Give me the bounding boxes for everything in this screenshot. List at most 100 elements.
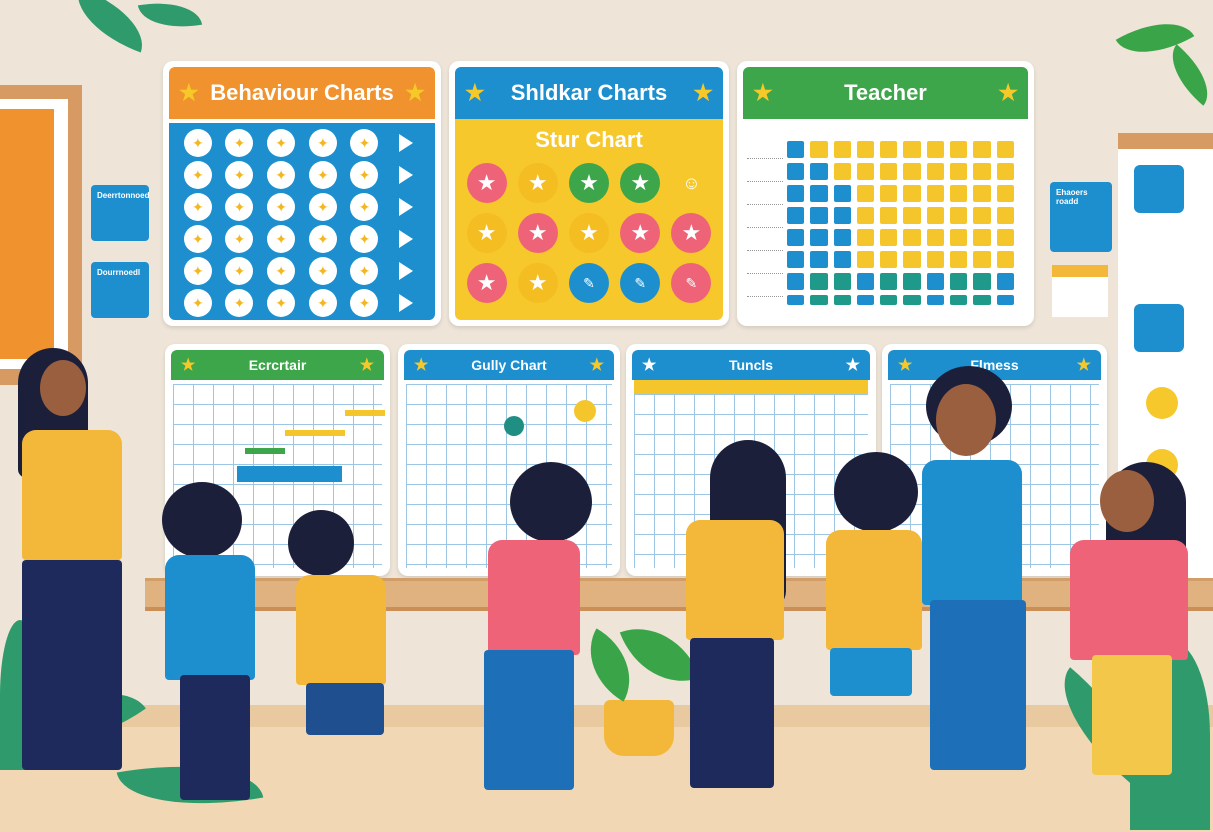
doodle-sticker: ✎ — [568, 263, 609, 303]
star-icon: ★ — [179, 80, 199, 105]
grid-square — [973, 141, 991, 158]
star-sticker: ★ — [620, 163, 661, 203]
grid-square — [996, 273, 1014, 290]
grid-square — [973, 295, 991, 305]
header-strip — [634, 380, 868, 394]
grid-square — [903, 185, 921, 202]
note-label: Deerrtonnoed — [97, 191, 150, 200]
grid-square — [996, 185, 1014, 202]
star-icon: ★ — [845, 357, 860, 374]
poster-title: Gully Chart — [471, 357, 547, 373]
grid-square — [996, 163, 1014, 180]
sticker-icon: ✦ — [308, 161, 337, 189]
star-icon: ★ — [359, 357, 374, 374]
poster-banner: ★ Tuncls ★ — [632, 350, 870, 380]
grid-square — [880, 207, 898, 224]
grid-square — [810, 229, 828, 246]
grid-square — [856, 163, 875, 180]
grid-square — [810, 207, 828, 224]
star-sticker: ★ — [671, 213, 712, 253]
grid-square — [856, 207, 875, 224]
star-icon: ★ — [998, 80, 1018, 105]
grid-square — [833, 207, 851, 224]
grid-square — [856, 141, 875, 158]
grid-square — [787, 295, 805, 305]
grid-square — [856, 251, 875, 268]
arrow-icon — [399, 198, 414, 216]
grid-square — [950, 185, 968, 202]
star-sticker: ★ — [620, 213, 661, 253]
row-labels — [747, 141, 783, 297]
grid-square — [810, 163, 828, 180]
grid-square — [950, 295, 968, 305]
grid-square — [833, 273, 851, 290]
sticker-icon: ✦ — [267, 129, 296, 157]
grid-square — [996, 207, 1014, 224]
grid-square — [926, 251, 945, 268]
poster-banner: ★ Ecrcrtair ★ — [171, 350, 384, 380]
grid-square — [880, 229, 898, 246]
poster-banner: ★ Teacher ★ — [743, 67, 1028, 119]
grid-square — [787, 251, 805, 268]
sticker-icon: ✦ — [308, 225, 337, 253]
sticker-chart-body: Stur Chart ★ ★ ★ ★ ☺ ★ ★ ★ ★ ★ ★ ★ ✎ ✎ ✎ — [455, 119, 723, 320]
grid-square — [903, 163, 921, 180]
sticker-icon: ✦ — [350, 225, 379, 253]
grid-square — [787, 163, 805, 180]
sticker-icon: ✦ — [183, 161, 212, 189]
grid-square — [787, 141, 805, 158]
grid-square — [973, 251, 991, 268]
grid-square — [950, 207, 968, 224]
star-sticker: ★ — [568, 163, 609, 203]
grid-square — [833, 295, 851, 305]
sticker-charts-poster: ★ Shldkar Charts ★ Stur Chart ★ ★ ★ ★ ☺ … — [449, 61, 729, 326]
grid-square — [810, 141, 828, 158]
grid-square — [950, 229, 968, 246]
sticker-icon: ✦ — [308, 129, 337, 157]
poster-banner: ★ Gully Chart ★ — [404, 350, 614, 380]
sticker-icon: ✦ — [183, 129, 212, 157]
arrow-icon — [399, 166, 414, 184]
grid-square — [926, 207, 945, 224]
grid-square — [856, 273, 875, 290]
star-icon: ★ — [405, 80, 425, 105]
grid-square — [787, 207, 805, 224]
grid-square — [903, 141, 921, 158]
star-icon: ★ — [693, 80, 713, 105]
sticker-icon: ✦ — [225, 161, 254, 189]
sticker-icon: ✦ — [183, 193, 212, 221]
progress-bar — [237, 466, 342, 482]
arrow-icon — [399, 230, 414, 248]
star-icon: ★ — [753, 80, 773, 105]
grid-square — [903, 251, 921, 268]
info-note-3: Ehaoers roadd — [1050, 182, 1112, 252]
sticker-icon: ✦ — [225, 129, 254, 157]
star-sticker: ★ — [466, 163, 507, 203]
sticker-icon: ✦ — [183, 225, 212, 253]
star-icon: ★ — [1076, 357, 1091, 374]
grid-square — [856, 295, 875, 305]
grid-square — [856, 229, 875, 246]
star-sticker: ★ — [517, 213, 558, 253]
grid-square — [856, 185, 875, 202]
sticker-icon: ✦ — [225, 225, 254, 253]
progress-step — [285, 430, 345, 436]
smiley-icon — [1146, 387, 1178, 419]
teacher-poster: ★ Teacher ★ — [737, 61, 1034, 326]
grid-square — [950, 141, 968, 158]
sticker-icon: ✦ — [225, 289, 254, 317]
grid-square — [787, 273, 805, 290]
grid-square — [833, 229, 851, 246]
left-bulletin-board — [0, 85, 82, 385]
grid-square — [880, 185, 898, 202]
star-icon: ★ — [465, 80, 485, 105]
grid-square — [833, 185, 851, 202]
behaviour-sticker-grid: ✦ ✦ ✦ ✦ ✦ ✦ ✦ ✦ ✦ ✦ ✦ ✦ ✦ ✦ ✦ ✦ ✦ ✦ ✦ ✦ ✦ ✦ ✦ ✦ ✦ ✦ ✦ ✦ ✦ ✦ — [169, 123, 435, 320]
small-chart-note — [1052, 265, 1108, 317]
star-icon: ★ — [898, 357, 913, 374]
star-sticker: ★ — [568, 213, 609, 253]
poster-title: Behaviour Charts — [210, 80, 394, 105]
grid-square — [950, 251, 968, 268]
grid-square — [810, 251, 828, 268]
sticker-icon: ✦ — [225, 193, 254, 221]
